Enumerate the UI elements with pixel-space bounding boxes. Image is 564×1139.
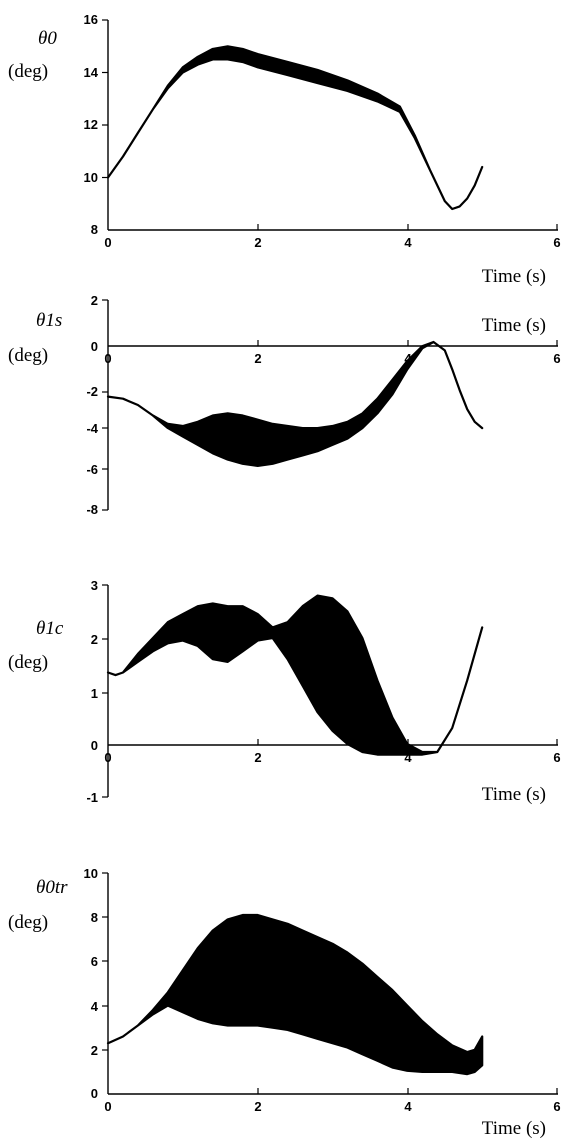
x-tick-label: 2 [254, 1099, 261, 1114]
series-theta1c [106, 594, 484, 756]
y-tick-label: 2 [91, 293, 98, 308]
x-tick-label: 6 [553, 351, 560, 366]
series-band [106, 45, 484, 211]
x-tick-label: 0 [104, 351, 111, 366]
y-axis-unit: (deg) [8, 652, 48, 673]
x-tick-label: 2 [254, 750, 261, 765]
series-theta1s [106, 340, 484, 467]
y-tick-label: 6 [91, 954, 98, 969]
panel-theta1s: 2 0 -2 -4 -6 -8 0 2 4 6 θ1s (deg) Time (… [8, 293, 561, 517]
y-tick-label: 2 [91, 632, 98, 647]
y-tick-label: 8 [91, 222, 98, 237]
y-tick-label: -8 [86, 502, 98, 517]
series-theta0 [106, 45, 484, 211]
x-axis-label: Time (s) [482, 315, 546, 336]
series-theta0tr [106, 913, 484, 1076]
x-axis-label: Time (s) [482, 1118, 546, 1139]
x-tick-label: 0 [104, 750, 111, 765]
x-tick-label: 6 [553, 235, 560, 250]
x-tick-label: 6 [553, 750, 560, 765]
y-tick-label: 4 [91, 999, 99, 1014]
x-tick-label: 2 [254, 235, 261, 250]
x-tick-label: 4 [404, 235, 412, 250]
y-axis-unit: (deg) [8, 345, 48, 366]
y-tick-label: 0 [91, 738, 98, 753]
x-axis-label: Time (s) [482, 784, 546, 805]
panel-theta1c: 3 2 1 0 -1 0 2 4 6 θ1c (deg) Time (s) [8, 578, 561, 805]
y-axis-symbol: θ1s [36, 310, 62, 331]
series-band [106, 340, 484, 467]
x-tick-label: 4 [404, 1099, 412, 1114]
series-band [106, 913, 484, 1076]
y-tick-label: -6 [86, 462, 98, 477]
y-tick-label: 1 [91, 686, 98, 701]
y-axis-unit: (deg) [8, 912, 48, 933]
y-tick-label: 16 [84, 12, 98, 27]
y-axis-symbol: θ0tr [36, 877, 68, 898]
y-axis-symbol: θ1c [36, 618, 64, 639]
panel-theta0: 16 14 12 10 8 0 2 4 6 θ0 (deg) Time (s) [8, 12, 561, 287]
x-tick-label: 0 [104, 1099, 111, 1114]
y-tick-label: -2 [86, 384, 98, 399]
x-axis-label: Time (s) [482, 266, 546, 287]
y-tick-label: -1 [86, 790, 98, 805]
y-tick-label: 2 [91, 1043, 98, 1058]
x-tick-label: 4 [404, 351, 412, 366]
y-tick-label: -4 [86, 421, 98, 436]
y-tick-label: 14 [84, 65, 99, 80]
y-tick-label: 8 [91, 910, 98, 925]
y-tick-label: 0 [91, 339, 98, 354]
x-tick-label: 2 [254, 351, 261, 366]
series-band [106, 594, 484, 756]
x-tick-label: 6 [553, 1099, 560, 1114]
y-axis-unit: (deg) [8, 61, 48, 82]
y-axis-symbol: θ0 [38, 28, 57, 49]
x-tick-label: 0 [104, 235, 111, 250]
y-tick-label: 12 [84, 117, 98, 132]
y-tick-label: 3 [91, 578, 98, 593]
panel-theta0tr: 10 8 6 4 2 0 0 2 4 6 θ0tr (deg) Time (s) [8, 866, 561, 1139]
y-tick-label: 0 [91, 1086, 98, 1101]
x-tick-label: 4 [404, 750, 412, 765]
y-tick-label: 10 [84, 866, 98, 881]
y-tick-label: 10 [84, 170, 98, 185]
